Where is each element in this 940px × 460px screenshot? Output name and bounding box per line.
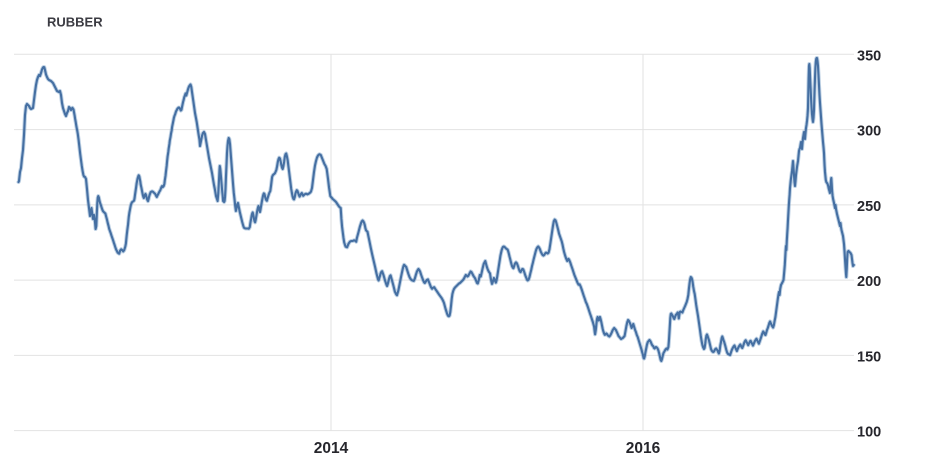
svg-text:200: 200 — [857, 274, 881, 290]
svg-text:350: 350 — [857, 48, 881, 64]
svg-text:150: 150 — [857, 349, 881, 365]
svg-text:100: 100 — [857, 425, 881, 441]
svg-text:2016: 2016 — [626, 440, 661, 457]
svg-text:300: 300 — [857, 124, 881, 140]
svg-text:RUBBER: RUBBER — [47, 15, 103, 30]
svg-text:2014: 2014 — [314, 440, 349, 457]
svg-text:250: 250 — [857, 199, 881, 215]
